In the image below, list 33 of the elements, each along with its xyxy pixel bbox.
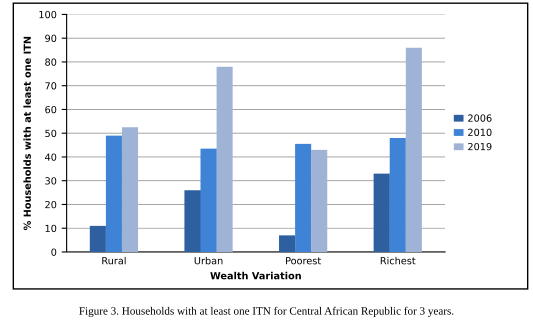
legend-label: 2010 [468,128,492,136]
y-tick-label: 90 [45,34,56,42]
legend-label: 2019 [468,142,492,150]
bar [390,138,406,252]
y-tick-label: 100 [39,10,56,18]
bar [406,48,422,252]
x-axis-title: Wealth Variation [210,272,301,280]
y-tick-label: 50 [45,130,56,138]
x-tick-label: Poorest [286,257,321,264]
bar [216,66,233,252]
caption: Figure 3. Households with at least one ITN for Central African Republic for 3 years. [79,306,454,317]
y-tick-label: 40 [45,153,56,161]
x-tick-label: Richest [380,256,416,264]
bar [122,127,138,252]
bar [184,190,200,252]
bar [106,136,122,252]
bar [311,150,328,252]
bar [279,235,296,252]
bar [374,174,390,252]
bar [200,148,217,252]
bar [90,226,106,252]
y-tick-label: 60 [45,106,56,114]
y-tick-label: 70 [45,82,56,90]
legend-label: 2006 [468,114,492,122]
y-tick-label: 80 [45,58,56,66]
y-tick-label: 10 [46,224,56,232]
y-tick-label: 0 [51,248,56,256]
y-axis-title: % Households with at least one ITN [23,36,31,230]
x-tick-label: Rural [102,256,126,264]
y-tick-label: 30 [45,177,56,185]
y-tick-label: 20 [45,200,56,208]
x-tick-label: Urban [194,256,222,264]
bar [295,144,312,252]
